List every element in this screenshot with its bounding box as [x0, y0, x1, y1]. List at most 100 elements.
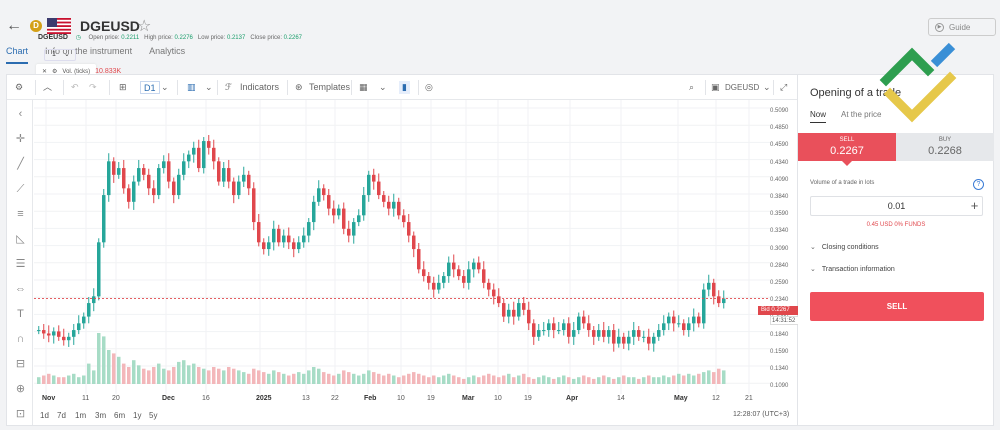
trendline-icon[interactable]: ╱ — [17, 158, 24, 170]
candle — [567, 323, 571, 337]
chart-toolbar: ⚙ ︿ ↶ ↷ ⊞ D1 ⌄ ▥ ⌄ ℱ Indicators ⊛ Templa… — [7, 75, 797, 100]
save-icon[interactable]: ▣ — [711, 82, 720, 92]
add-symbol-icon[interactable]: ⊞ — [119, 82, 127, 92]
volume-bar — [602, 375, 606, 384]
chart-type-dropdown-icon[interactable]: ⌄ — [205, 82, 213, 92]
price-chart[interactable] — [34, 100, 770, 394]
pattern-icon[interactable]: ◺ — [16, 233, 25, 245]
undo-icon[interactable]: ↶ — [71, 82, 79, 92]
volume-bars-icon[interactable]: ▮ — [399, 81, 410, 94]
symbol-dropdown-icon[interactable]: ⌄ — [763, 82, 771, 92]
pitchfork-icon[interactable]: ⟋ — [16, 183, 25, 195]
volume-bar — [607, 377, 611, 384]
period-6m[interactable]: 6m — [114, 411, 126, 420]
magnet-icon[interactable]: ∩ — [16, 333, 25, 345]
period-1d[interactable]: 1d — [40, 411, 49, 420]
candle — [547, 323, 551, 331]
help-icon[interactable]: ? — [973, 179, 984, 190]
measure-icon[interactable]: ⇔ — [15, 283, 26, 295]
candle — [367, 174, 371, 196]
tab-at-price[interactable]: At the price — [841, 110, 882, 119]
search-icon[interactable]: ⌕ — [689, 82, 695, 92]
templates-button[interactable]: Templates — [309, 82, 351, 92]
tab-chart[interactable]: Chart — [6, 46, 29, 64]
candle — [427, 276, 431, 283]
time-tick: 16 — [202, 395, 210, 402]
volume-input[interactable]: 0.01 — [810, 196, 983, 216]
candle — [557, 330, 561, 332]
period-3m[interactable]: 3m — [95, 411, 107, 420]
candle — [217, 161, 221, 182]
closing-conditions-toggle[interactable]: ⌄ Closing conditions — [810, 243, 879, 251]
volume-bar — [247, 373, 251, 384]
candle — [677, 323, 681, 325]
volume-bar — [672, 375, 676, 384]
lock-icon[interactable]: ⊡ — [15, 408, 26, 420]
transaction-info-toggle[interactable]: ⌄ Transaction information — [810, 265, 895, 273]
redo-icon[interactable]: ↷ — [89, 82, 97, 92]
candle — [192, 147, 196, 155]
tab-now[interactable]: Now — [810, 110, 827, 123]
volume-bar — [712, 372, 716, 384]
volume-bar — [392, 375, 396, 384]
volume-bar — [682, 375, 686, 384]
interval-dropdown-icon[interactable]: ⌄ — [161, 82, 169, 92]
guide-button[interactable]: ▶ Guide — [928, 18, 996, 36]
tab-analytics[interactable]: Analytics — [149, 46, 186, 56]
volume-bar — [457, 377, 461, 384]
candle — [482, 269, 486, 283]
zoom-in-icon[interactable]: ⊕ — [15, 383, 26, 395]
fibonacci-icon[interactable]: ☰ — [15, 258, 26, 270]
text-tool-icon[interactable]: T — [17, 308, 24, 320]
interval-select[interactable]: 1 ⌄ — [44, 49, 76, 61]
calendar-icon[interactable]: ▦ — [359, 82, 368, 92]
volume-bar — [587, 377, 591, 384]
camera-icon[interactable]: ◎ — [425, 82, 433, 92]
candle — [442, 276, 446, 283]
back-arrow-icon[interactable]: ← — [6, 17, 22, 34]
indicators-button[interactable]: Indicators — [240, 82, 280, 92]
candle — [147, 174, 151, 189]
period-5y[interactable]: 5y — [149, 411, 158, 420]
period-1m[interactable]: 1m — [75, 411, 87, 420]
candle — [272, 228, 276, 243]
collapse-left-icon[interactable]: ‹ — [18, 108, 23, 120]
interval-button[interactable]: D1 — [140, 81, 160, 94]
sell-notch — [842, 161, 852, 166]
close-icon[interactable]: ✕ — [42, 69, 48, 75]
crosshair-icon[interactable]: ✛ — [15, 133, 26, 145]
sell-price-box[interactable]: SELL 0.2267 — [798, 133, 896, 161]
candle — [152, 188, 156, 196]
settings-gear-icon[interactable]: ⚙ — [15, 82, 24, 92]
time-tick: Dec — [162, 395, 175, 402]
candle — [667, 316, 671, 324]
volume-bar — [227, 367, 231, 384]
collapse-chevron-icon[interactable]: ︿ — [43, 82, 53, 92]
candles-icon[interactable]: ▥ — [187, 82, 196, 92]
buy-price-box[interactable]: BUY 0.2268 — [896, 133, 994, 161]
symbol-select[interactable]: DGEUSD — [725, 83, 760, 92]
candle — [582, 316, 586, 324]
calendar-dropdown-icon[interactable]: ⌄ — [379, 82, 387, 92]
volume-bar — [192, 363, 196, 384]
candle — [537, 330, 541, 337]
chevron-down-icon: ⌄ — [810, 266, 816, 273]
volume-bar — [657, 377, 661, 384]
ruler-icon[interactable]: ⊟ — [15, 358, 26, 370]
increase-volume-button[interactable]: + — [970, 198, 979, 213]
volume-bar — [172, 367, 176, 384]
favorite-star-icon[interactable]: ☆ — [137, 18, 152, 35]
volume-bar — [202, 368, 206, 384]
sell-button[interactable]: SELL — [810, 292, 984, 321]
time-tick: Nov — [42, 395, 56, 402]
candle — [167, 161, 171, 182]
fullscreen-icon[interactable]: ⤢ — [780, 82, 788, 92]
channel-icon[interactable]: ≡ — [17, 208, 24, 220]
volume-bar — [667, 377, 671, 384]
tab-info[interactable]: Info on the instrument — [45, 46, 133, 56]
trade-panel: Opening of a trade Now At the price SELL… — [798, 74, 994, 426]
period-7d[interactable]: 7d — [57, 411, 66, 420]
settings-icon[interactable]: ⚙ — [52, 69, 58, 75]
volume-bar — [537, 377, 541, 384]
period-1y[interactable]: 1y — [133, 411, 142, 420]
